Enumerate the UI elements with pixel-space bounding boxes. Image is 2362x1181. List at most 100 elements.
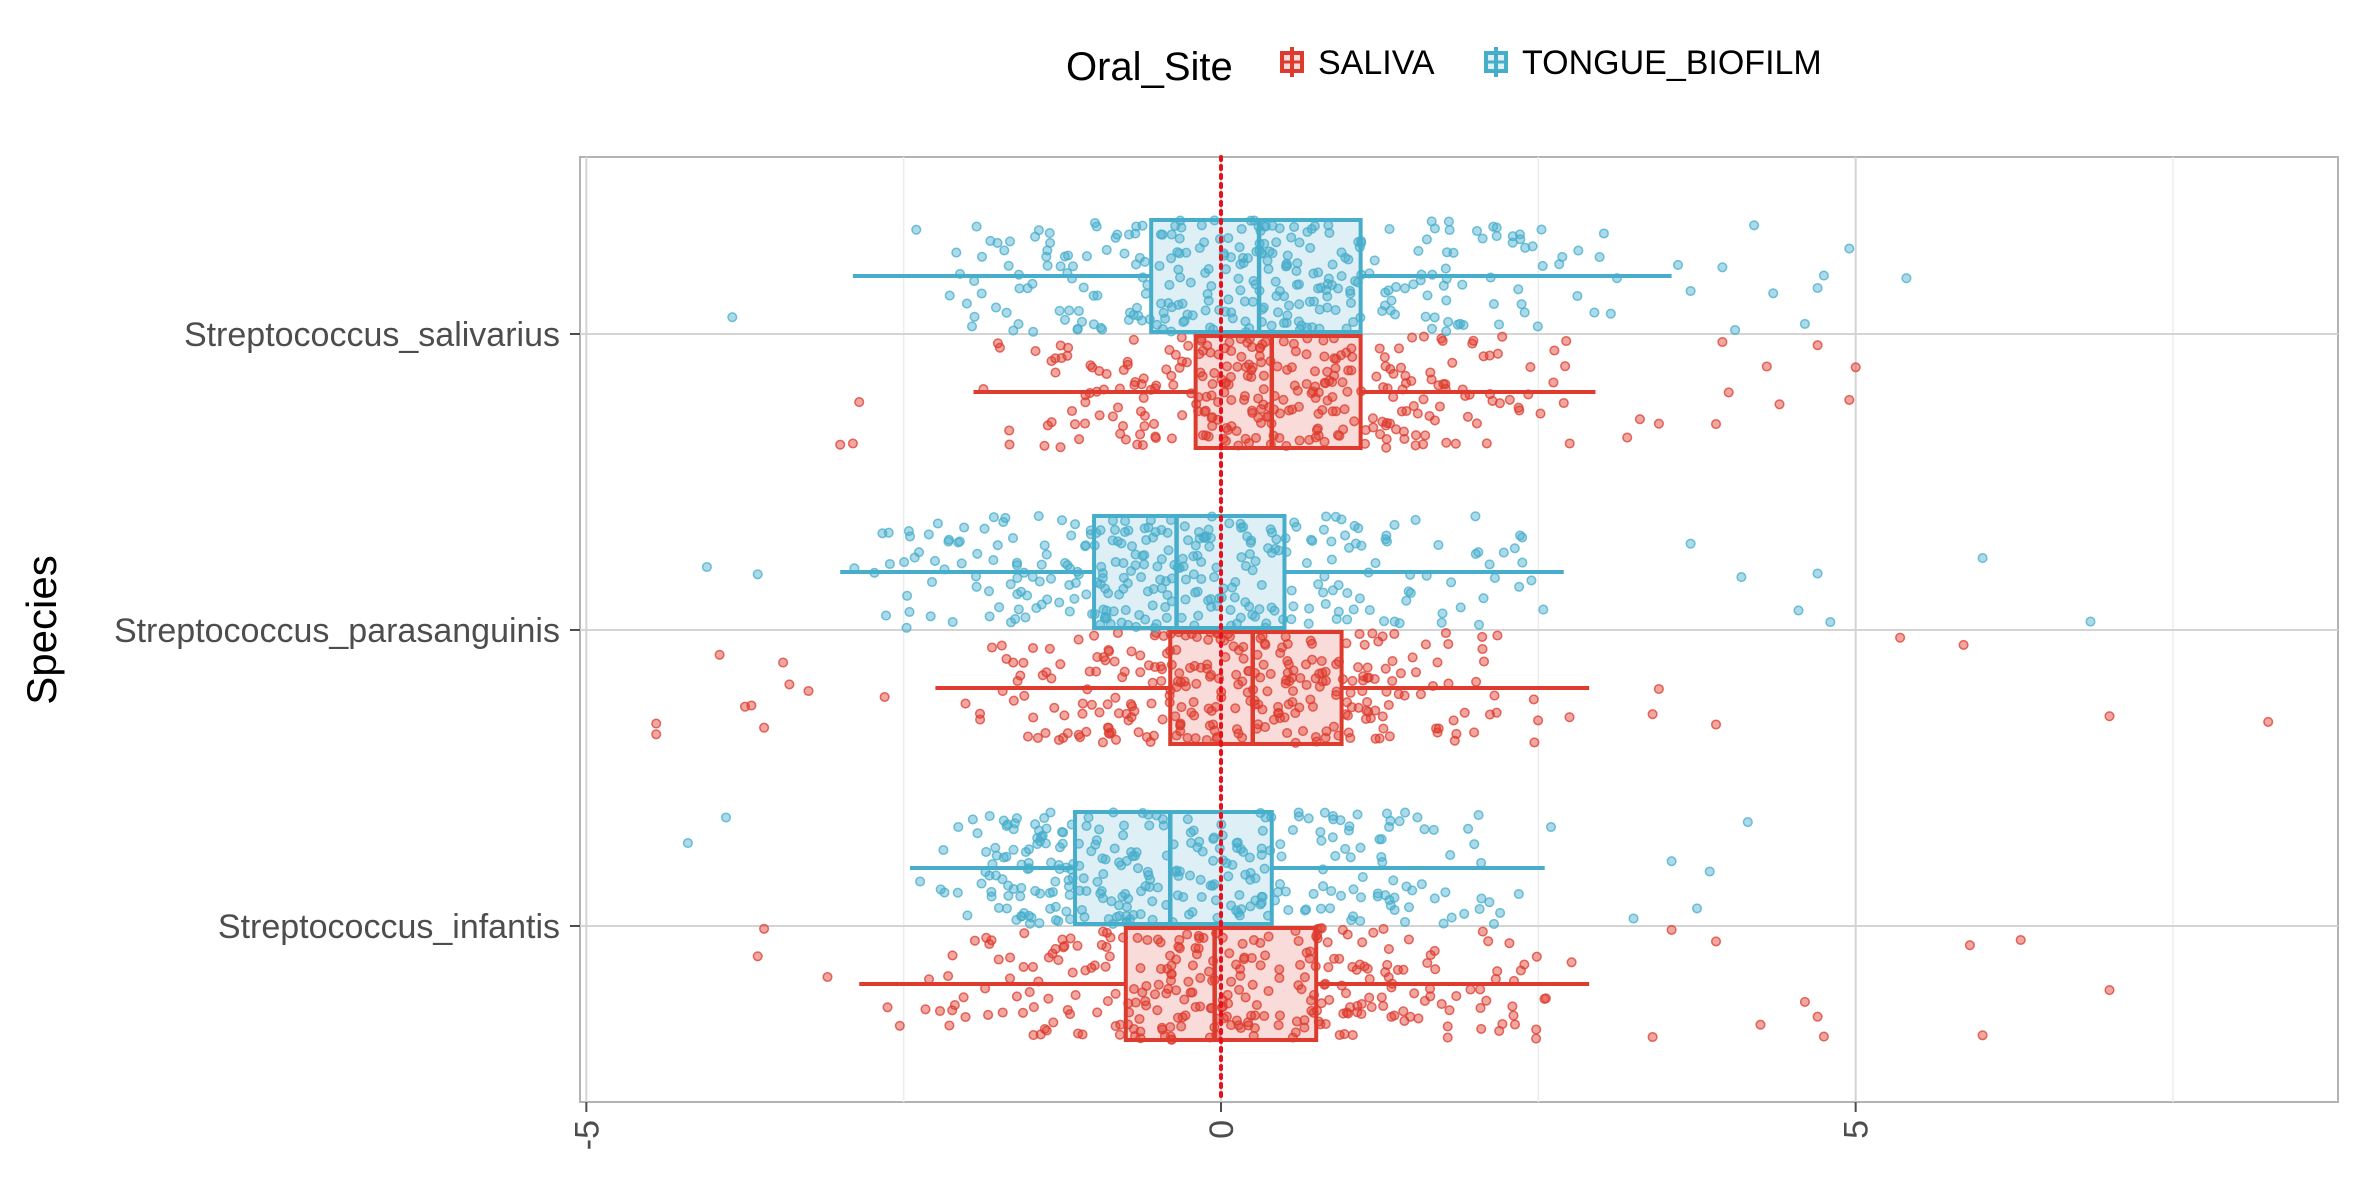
jitter-point xyxy=(1419,824,1430,835)
jitter-point xyxy=(1572,290,1583,302)
jitter-point xyxy=(1318,524,1329,535)
jitter-point xyxy=(1149,630,1160,641)
jitter-point xyxy=(1094,824,1105,835)
jitter-point xyxy=(959,522,970,533)
jitter-point xyxy=(1100,583,1111,594)
jitter-point xyxy=(1299,972,1310,983)
outlier-point xyxy=(1755,1019,1766,1030)
jitter-point xyxy=(1424,410,1435,422)
jitter-point xyxy=(1514,581,1525,592)
jitter-point xyxy=(1092,876,1103,887)
jitter-point xyxy=(1040,727,1051,739)
jitter-point xyxy=(1491,707,1502,718)
jitter-point xyxy=(1320,675,1332,686)
jitter-point xyxy=(943,971,954,982)
jitter-point xyxy=(1440,627,1451,639)
jitter-point xyxy=(1605,308,1616,319)
jitter-point xyxy=(1004,973,1016,984)
jitter-point xyxy=(1457,279,1468,290)
jitter-point xyxy=(1135,963,1146,974)
jitter-point xyxy=(1384,821,1395,833)
jitter-point xyxy=(1238,653,1249,664)
jitter-point xyxy=(926,576,938,588)
jitter-point xyxy=(1536,224,1547,235)
jitter-point xyxy=(1094,707,1105,718)
jitter-point xyxy=(1069,593,1080,604)
jitter-point xyxy=(1355,892,1367,903)
jitter-point xyxy=(1142,586,1153,597)
jitter-point xyxy=(1504,394,1515,405)
jitter-point xyxy=(1131,221,1142,232)
jitter-point xyxy=(920,1004,931,1015)
jitter-point xyxy=(1119,526,1131,538)
jitter-point xyxy=(1433,539,1444,551)
jitter-point xyxy=(1152,934,1164,945)
y-tick-label: Streptococcus_parasanguinis xyxy=(114,612,560,650)
outlier-point xyxy=(752,951,763,962)
jitter-point xyxy=(1143,870,1154,881)
jitter-point xyxy=(923,529,934,540)
jitter-point xyxy=(1107,411,1118,422)
jitter-point xyxy=(1508,1010,1519,1021)
jitter-point xyxy=(1161,364,1172,375)
jitter-point xyxy=(1388,875,1399,886)
jitter-point xyxy=(1339,1029,1350,1040)
jitter-point xyxy=(1235,285,1246,296)
jitter-point xyxy=(1409,988,1420,999)
jitter-point xyxy=(1012,675,1023,687)
jitter-point xyxy=(1250,611,1261,622)
jitter-point xyxy=(1028,1002,1039,1013)
jitter-point xyxy=(1114,589,1125,600)
jitter-point xyxy=(1345,297,1357,309)
jitter-point xyxy=(1316,998,1327,1009)
jitter-point xyxy=(1330,850,1341,861)
jitter-point xyxy=(1389,892,1400,903)
jitter-point xyxy=(999,245,1010,256)
jitter-point xyxy=(1073,305,1084,317)
jitter-point xyxy=(1001,851,1012,862)
jitter-point xyxy=(1282,655,1293,667)
jitter-point xyxy=(1032,732,1043,743)
legend-label: SALIVA xyxy=(1318,44,1435,82)
jitter-point xyxy=(1444,1005,1455,1016)
outlier-point xyxy=(1628,913,1639,924)
jitter-point xyxy=(1148,418,1160,429)
jitter-point xyxy=(1022,590,1033,601)
jitter-point xyxy=(1271,237,1282,248)
outlier-point xyxy=(1710,936,1722,947)
jitter-point xyxy=(1477,233,1488,244)
jitter-point xyxy=(1260,639,1271,650)
jitter-point xyxy=(1294,435,1305,446)
jitter-point xyxy=(1019,928,1030,939)
jitter-point xyxy=(990,302,1002,313)
jitter-point xyxy=(1359,639,1370,650)
jitter-point xyxy=(1086,962,1097,973)
outlier-point xyxy=(759,923,770,934)
jitter-point xyxy=(1366,1002,1377,1013)
jitter-point xyxy=(1005,952,1016,963)
jitter-point xyxy=(1330,406,1342,417)
jitter-point xyxy=(901,622,912,633)
jitter-point xyxy=(1303,618,1314,629)
jitter-point xyxy=(1172,890,1183,901)
outlier-point xyxy=(1901,273,1912,284)
jitter-point xyxy=(1548,377,1559,388)
jitter-point xyxy=(1381,434,1392,445)
jitter-point xyxy=(1357,937,1368,948)
jitter-point xyxy=(953,537,964,548)
jitter-point xyxy=(1096,886,1107,897)
jitter-point xyxy=(1140,996,1151,1007)
jitter-point xyxy=(1422,290,1433,301)
jitter-point xyxy=(1306,534,1317,545)
jitter-point xyxy=(1183,976,1194,987)
jitter-point xyxy=(1408,279,1419,290)
y-axis-title: Species xyxy=(18,555,65,704)
jitter-point xyxy=(1410,430,1422,441)
jitter-point xyxy=(1188,551,1199,562)
jitter-point xyxy=(1146,698,1157,709)
jitter-point xyxy=(1098,926,1109,937)
jitter-point xyxy=(1319,807,1330,818)
jitter-point xyxy=(1137,440,1148,451)
jitter-point xyxy=(1194,836,1205,847)
jitter-point xyxy=(1062,1004,1073,1016)
